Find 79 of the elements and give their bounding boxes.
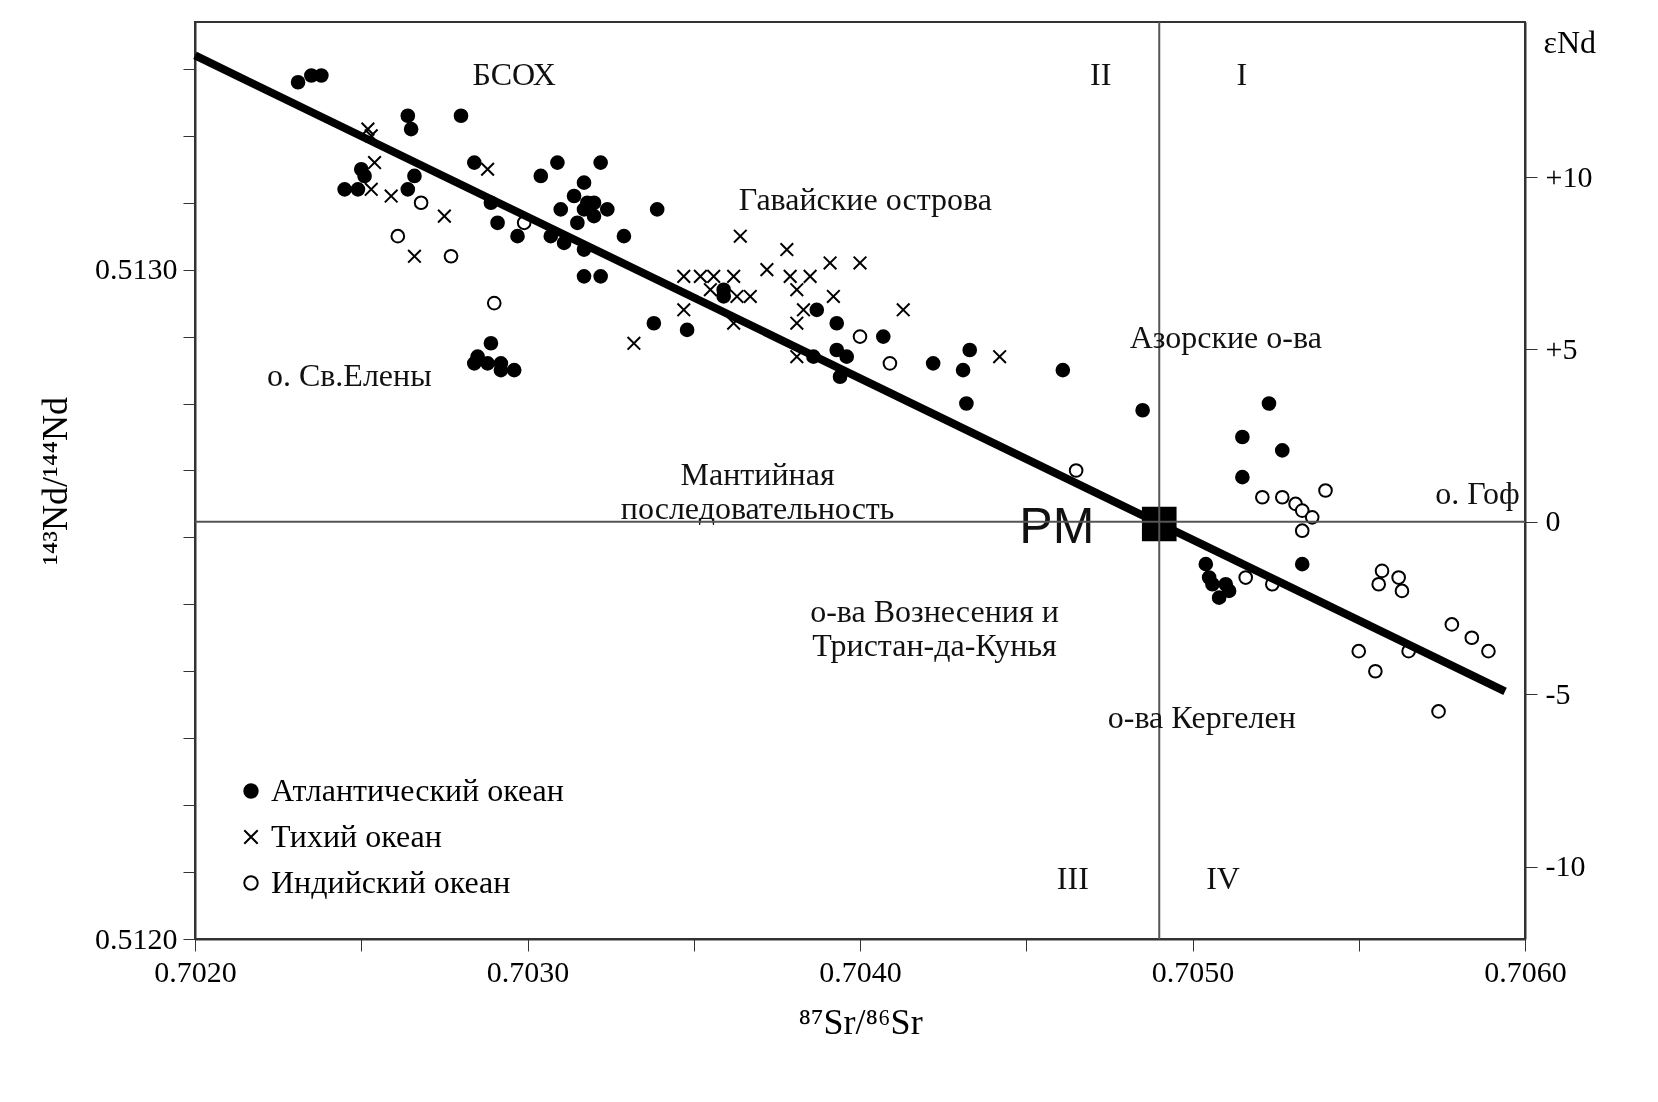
annotation: I — [1236, 56, 1248, 93]
y2-tick-label: +5 — [1545, 332, 1578, 365]
y2-tick-label: +10 — [1545, 159, 1593, 193]
annotation: БСОХ — [472, 56, 556, 93]
annotation: Мантийная последовательность — [620, 456, 895, 526]
point — [729, 289, 745, 304]
point — [390, 228, 406, 244]
annotation: о. Св.Елены — [266, 356, 432, 393]
point — [1351, 643, 1367, 659]
point — [407, 248, 422, 264]
point — [1371, 576, 1387, 592]
point — [1481, 643, 1496, 659]
y2-tick-label: 0 — [1545, 504, 1561, 538]
point — [1464, 630, 1480, 646]
point — [676, 302, 692, 318]
x-tick-label: 0.7030 — [486, 954, 570, 988]
point — [1368, 663, 1383, 679]
point — [676, 269, 692, 284]
point — [782, 269, 798, 284]
point — [1431, 704, 1446, 719]
y2-axis-title: εNd — [1543, 23, 1597, 60]
legend-label: Атлантический океан — [271, 772, 564, 808]
point — [822, 255, 838, 271]
point — [413, 195, 429, 211]
point — [1255, 489, 1270, 505]
x-tick-label: 0.7040 — [819, 954, 902, 988]
annotation: II — [1090, 56, 1112, 93]
y-axis-title: ¹⁴³Nd/¹⁴⁴Nd — [35, 396, 75, 566]
point — [1294, 523, 1310, 539]
x-axis-title: ⁸⁷Sr/⁸⁶Sr — [798, 1001, 923, 1042]
point — [363, 182, 379, 197]
point — [1318, 483, 1333, 498]
point — [383, 188, 399, 204]
point — [1374, 563, 1390, 579]
x-tick-label: 0.7020 — [154, 954, 237, 988]
point — [437, 208, 452, 224]
annotation: о-ва Вознесения и Тристан-да-Кунья — [810, 592, 1059, 663]
x-tick-label: 0.7060 — [1484, 954, 1567, 988]
point — [1068, 463, 1084, 478]
point — [852, 255, 868, 271]
point — [742, 289, 758, 304]
point — [443, 248, 459, 264]
point — [779, 242, 795, 257]
point — [992, 349, 1007, 364]
point — [796, 302, 811, 318]
point — [486, 295, 502, 311]
point — [826, 289, 841, 304]
point — [1394, 583, 1410, 599]
legend-label: Индийский океан — [271, 864, 511, 900]
point — [1444, 617, 1460, 632]
point — [1238, 570, 1254, 585]
point — [626, 335, 642, 351]
point — [789, 315, 805, 331]
point — [759, 262, 775, 277]
annotation: Гавайские острова — [738, 180, 992, 217]
y-tick-label: 0.5130 — [95, 252, 178, 286]
annotation: III — [1056, 860, 1089, 897]
annotation: IV — [1206, 860, 1240, 897]
y2-tick-label: -10 — [1545, 849, 1586, 883]
legend-label: Тихий океан — [271, 818, 442, 854]
y2-tick-label: -5 — [1545, 676, 1571, 710]
point — [360, 121, 376, 137]
point — [852, 329, 868, 344]
point — [789, 282, 805, 298]
point — [882, 356, 898, 371]
point — [895, 302, 911, 318]
point — [1274, 489, 1290, 505]
point — [693, 269, 708, 284]
annotation: о. Гоф — [1435, 475, 1520, 512]
point — [367, 155, 382, 170]
point — [726, 269, 741, 284]
y-tick-label: 0.5120 — [95, 921, 178, 955]
point — [789, 349, 805, 364]
x-tick-label: 0.7050 — [1151, 954, 1235, 988]
point — [732, 228, 748, 244]
point — [480, 161, 495, 177]
point — [802, 269, 818, 284]
point — [1294, 503, 1310, 518]
point — [1391, 570, 1406, 585]
